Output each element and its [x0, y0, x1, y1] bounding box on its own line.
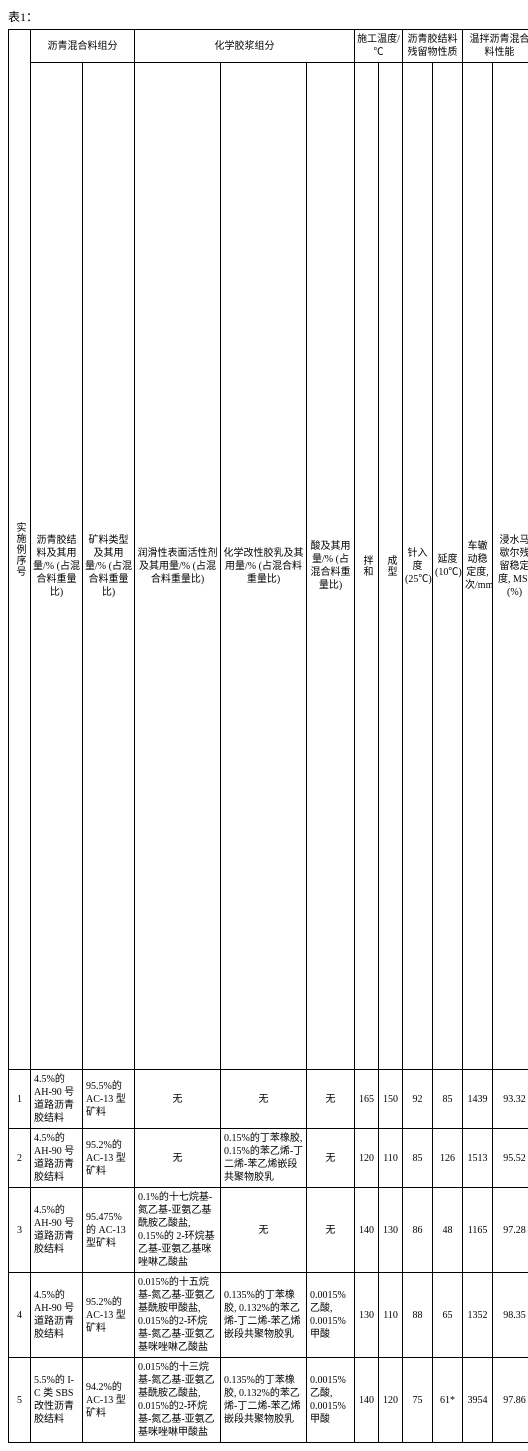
hdr-binder: 沥青胶结料及其用量/% (占混合料重量比) [31, 63, 83, 1070]
cell: 0.0015% 乙酸, 0.0015% 甲酸 [307, 1358, 355, 1443]
table-row: 34.5%的 AH-90 号道路沥青胶结料95.475% 的 AC-13 型矿料… [9, 1188, 528, 1273]
cell: 0.135%的丁苯橡胶, 0.132%的苯乙烯-丁二烯-苯乙烯嵌段共聚物胶乳 [221, 1273, 307, 1358]
cell: 95.5%的 AC-13 型矿料 [83, 1070, 135, 1129]
cell: 0.015%的十三烷基-氮乙基-亚氨乙基酰胺乙酸盐, 0.015%的2-环烷基-… [135, 1358, 221, 1443]
hdr-slurry-group: 化学胶浆组分 [135, 30, 355, 63]
cell: 0.135%的丁苯橡胶, 0.132%的苯乙烯-丁二烯-苯乙烯嵌段共聚物胶乳 [221, 1358, 307, 1443]
cell: 86 [403, 1188, 433, 1273]
cell: 120 [355, 1129, 379, 1188]
cell: 130 [355, 1273, 379, 1358]
cell: 无 [135, 1070, 221, 1129]
cell: 85 [403, 1129, 433, 1188]
table-row: 24.5%的 AH-90 号道路沥青胶结料95.2%的 AC-13 型矿料无0.… [9, 1129, 528, 1188]
cell: 1 [9, 1070, 31, 1129]
cell: 5 [9, 1358, 31, 1443]
data-table: 实施例序号 沥青混合料组分 化学胶浆组分 施工温度/℃ 沥青胶结料残留物性质 温… [8, 29, 528, 1443]
cell: 126 [433, 1129, 463, 1188]
hdr-mix-group: 沥青混合料组分 [31, 30, 135, 63]
cell: 120 [379, 1358, 403, 1443]
cell: 61* [433, 1358, 463, 1443]
cell: 65 [433, 1273, 463, 1358]
cell: 94.2%的 AC-13 型矿料 [83, 1358, 135, 1443]
cell: 4.5%的 AH-90 号道路沥青胶结料 [31, 1070, 83, 1129]
cell: 110 [379, 1273, 403, 1358]
cell: 无 [135, 1129, 221, 1188]
cell: 1513 [463, 1129, 493, 1188]
cell: 0.15%的丁苯橡胶, 0.15%的苯乙烯-丁二烯-苯乙烯嵌段共聚物胶乳 [221, 1129, 307, 1188]
hdr-residue-group: 沥青胶结料残留物性质 [403, 30, 463, 63]
cell: 93.32 [493, 1070, 528, 1129]
cell: 98.35 [493, 1273, 528, 1358]
cell: 无 [307, 1129, 355, 1188]
hdr-form-temp: 成型 [379, 63, 403, 1070]
cell: 95.475% 的 AC-13 型矿料 [83, 1188, 135, 1273]
cell: 95.2%的 AC-13 型矿料 [83, 1273, 135, 1358]
cell: 无 [307, 1188, 355, 1273]
cell: 无 [221, 1070, 307, 1129]
hdr-mix-temp: 拌和 [355, 63, 379, 1070]
cell: 无 [221, 1188, 307, 1273]
cell: 95.52 [493, 1129, 528, 1188]
cell: 0.0015% 乙酸, 0.0015% 甲酸 [307, 1273, 355, 1358]
cell: 0.015%的十五烷基-氮乙基-亚氨乙基酰胺甲酸盐, 0.015%的2-环烷基-… [135, 1273, 221, 1358]
table-row: 55.5%的 I-C 类 SBS 改性沥青胶结料94.2%的 AC-13 型矿料… [9, 1358, 528, 1443]
cell: 95.2%的 AC-13 型矿料 [83, 1129, 135, 1188]
cell: 3954 [463, 1358, 493, 1443]
cell: 2 [9, 1129, 31, 1188]
cell: 110 [379, 1129, 403, 1188]
cell: 165 [355, 1070, 379, 1129]
cell: 1165 [463, 1188, 493, 1273]
table-caption: 表1： [8, 8, 520, 25]
table-row: 14.5%的 AH-90 号道路沥青胶结料95.5%的 AC-13 型矿料无无无… [9, 1070, 528, 1129]
hdr-aggregate: 矿料类型及其用量/% (占混合料重量比) [83, 63, 135, 1070]
table-row: 44.5%的 AH-90 号道路沥青胶结料95.2%的 AC-13 型矿料0.0… [9, 1273, 528, 1358]
hdr-surfactant: 润滑性表面活性剂及其用量/% (占混合料重量比) [135, 63, 221, 1070]
cell: 1352 [463, 1273, 493, 1358]
cell: 4 [9, 1273, 31, 1358]
cell: 85 [433, 1070, 463, 1129]
cell: 1439 [463, 1070, 493, 1129]
cell: 140 [355, 1188, 379, 1273]
cell: 4.5%的 AH-90 号道路沥青胶结料 [31, 1273, 83, 1358]
cell: 无 [307, 1070, 355, 1129]
cell: 150 [379, 1070, 403, 1129]
cell: 97.86 [493, 1358, 528, 1443]
hdr-acid: 酸及其用量/% (占混合料重量比) [307, 63, 355, 1070]
cell: 3 [9, 1188, 31, 1273]
cell: 130 [379, 1188, 403, 1273]
cell: 75 [403, 1358, 433, 1443]
cell: 4.5%的 AH-90 号道路沥青胶结料 [31, 1129, 83, 1188]
cell: 0.1%的十七烷基-氮乙基-亚氨乙基酰胺乙酸盐, 0.15%的 2-环烷基乙基-… [135, 1188, 221, 1273]
cell: 5.5%的 I-C 类 SBS 改性沥青胶结料 [31, 1358, 83, 1443]
hdr-latex: 化学改性胶乳及其用量/% (占混合料重量比) [221, 63, 307, 1070]
hdr-ductility: 延度 (10℃) [433, 63, 463, 1070]
cell: 88 [403, 1273, 433, 1358]
cell: 92 [403, 1070, 433, 1129]
hdr-marshall: 浸水马歇尔残留稳定度, MS₀ (%) [493, 63, 528, 1070]
cell: 97.28 [493, 1188, 528, 1273]
cell: 4.5%的 AH-90 号道路沥青胶结料 [31, 1188, 83, 1273]
hdr-penetration: 针入度 (25℃) [403, 63, 433, 1070]
cell: 48 [433, 1188, 463, 1273]
hdr-rutting: 车辙动稳定度,次/mm [463, 63, 493, 1070]
hdr-wma-group: 温拌沥青混合料性能 [463, 30, 528, 63]
cell: 140 [355, 1358, 379, 1443]
hdr-temp-group: 施工温度/℃ [355, 30, 403, 63]
hdr-row-no: 实施例序号 [9, 30, 31, 1070]
